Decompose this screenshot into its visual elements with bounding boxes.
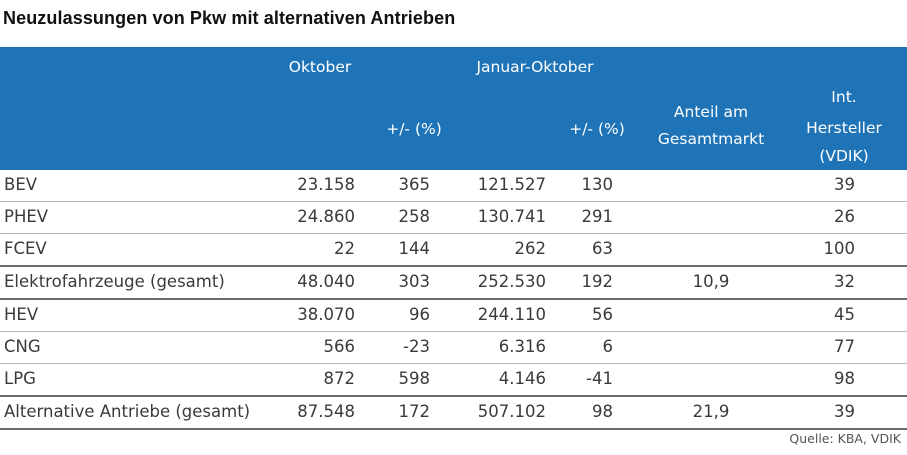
cell-change-januar: 6	[602, 337, 614, 356]
table-row: PHEV 24.860 258 130.741 291 26	[0, 202, 907, 234]
header-vdik-line3: (VDIK)	[819, 147, 869, 165]
cell-change-januar: -41	[586, 369, 613, 388]
cell-change-oktober: 303	[398, 272, 431, 291]
cell-change-oktober: -23	[403, 337, 430, 356]
header-januar-oktober: Januar-Oktober	[476, 58, 594, 76]
cell-januar-oktober: 244.110	[477, 305, 546, 324]
row-label: HEV	[4, 305, 39, 324]
cell-change-januar: 98	[592, 402, 613, 421]
cell-anteil: 10,9	[692, 272, 730, 291]
cell-januar-oktober: 507.102	[477, 402, 546, 421]
header-change-oktober: +/- (%)	[386, 120, 442, 138]
cell-januar-oktober: 252.530	[477, 272, 546, 291]
cell-januar-oktober: 130.741	[477, 207, 546, 226]
table-row: BEV 23.158 365 121.527 130 39	[0, 170, 907, 202]
cell-januar-oktober: 121.527	[477, 175, 546, 194]
table-row: LPG 872 598 4.146 -41 98	[0, 364, 907, 397]
cell-change-januar: 291	[581, 207, 614, 226]
header-vdik-line2: Hersteller	[806, 119, 882, 137]
cell-oktober: 38.070	[297, 305, 355, 324]
header-anteil-line2: Gesamtmarkt	[657, 130, 765, 148]
cell-vdik: 77	[834, 337, 855, 356]
cell-oktober: 87.548	[297, 402, 355, 421]
cell-januar-oktober: 262	[514, 239, 547, 258]
row-label: PHEV	[4, 207, 49, 226]
header-change-januar: +/- (%)	[569, 120, 625, 138]
cell-change-oktober: 172	[398, 402, 431, 421]
cell-oktober: 24.860	[297, 207, 355, 226]
row-label: LPG	[4, 369, 36, 388]
cell-oktober: 22	[334, 239, 355, 258]
row-label: BEV	[4, 175, 38, 194]
table-row: Elektrofahrzeuge (gesamt) 48.040 303 252…	[0, 267, 907, 300]
cell-change-oktober: 598	[398, 369, 431, 388]
cell-anteil: 21,9	[692, 402, 730, 421]
row-label: CNG	[4, 337, 41, 356]
cell-vdik: 39	[834, 402, 855, 421]
source-note: Quelle: KBA, VDIK	[789, 431, 901, 446]
table-row: HEV 38.070 96 244.110 56 45	[0, 300, 907, 332]
table-row: Alternative Antriebe (gesamt) 87.548 172…	[0, 397, 907, 430]
cell-oktober: 872	[323, 369, 356, 388]
cell-vdik: 45	[834, 305, 855, 324]
cell-vdik: 98	[834, 369, 855, 388]
cell-change-oktober: 96	[409, 305, 430, 324]
cell-change-januar: 192	[581, 272, 614, 291]
cell-oktober: 48.040	[297, 272, 355, 291]
cell-change-januar: 63	[592, 239, 613, 258]
row-label: Alternative Antriebe (gesamt)	[4, 402, 251, 421]
table-header: Oktober Januar-Oktober +/- (%) +/- (%) A…	[0, 47, 907, 170]
cell-change-januar: 130	[581, 175, 614, 194]
cell-vdik: 100	[823, 239, 856, 258]
table-body: BEV 23.158 365 121.527 130 39 PHEV 24.86…	[0, 170, 907, 430]
cell-oktober: 23.158	[297, 175, 355, 194]
table-row: FCEV 22 144 262 63 100	[0, 234, 907, 267]
cell-vdik: 32	[834, 272, 855, 291]
table-title: Neuzulassungen von Pkw mit alternativen …	[3, 8, 456, 28]
header-anteil-line1: Anteil am	[673, 103, 749, 121]
cell-change-oktober: 258	[398, 207, 431, 226]
cell-oktober: 566	[323, 337, 356, 356]
row-label: Elektrofahrzeuge (gesamt)	[4, 272, 225, 291]
table-row: CNG 566 -23 6.316 6 77	[0, 332, 907, 364]
header-oktober: Oktober	[288, 58, 352, 76]
cell-change-januar: 56	[592, 305, 613, 324]
header-vdik-line1: Int.	[831, 88, 857, 106]
cell-januar-oktober: 4.146	[498, 369, 546, 388]
cell-change-oktober: 144	[398, 239, 431, 258]
cell-vdik: 39	[834, 175, 855, 194]
cell-change-oktober: 365	[398, 175, 431, 194]
cell-vdik: 26	[834, 207, 855, 226]
row-label: FCEV	[4, 239, 47, 258]
cell-januar-oktober: 6.316	[498, 337, 546, 356]
